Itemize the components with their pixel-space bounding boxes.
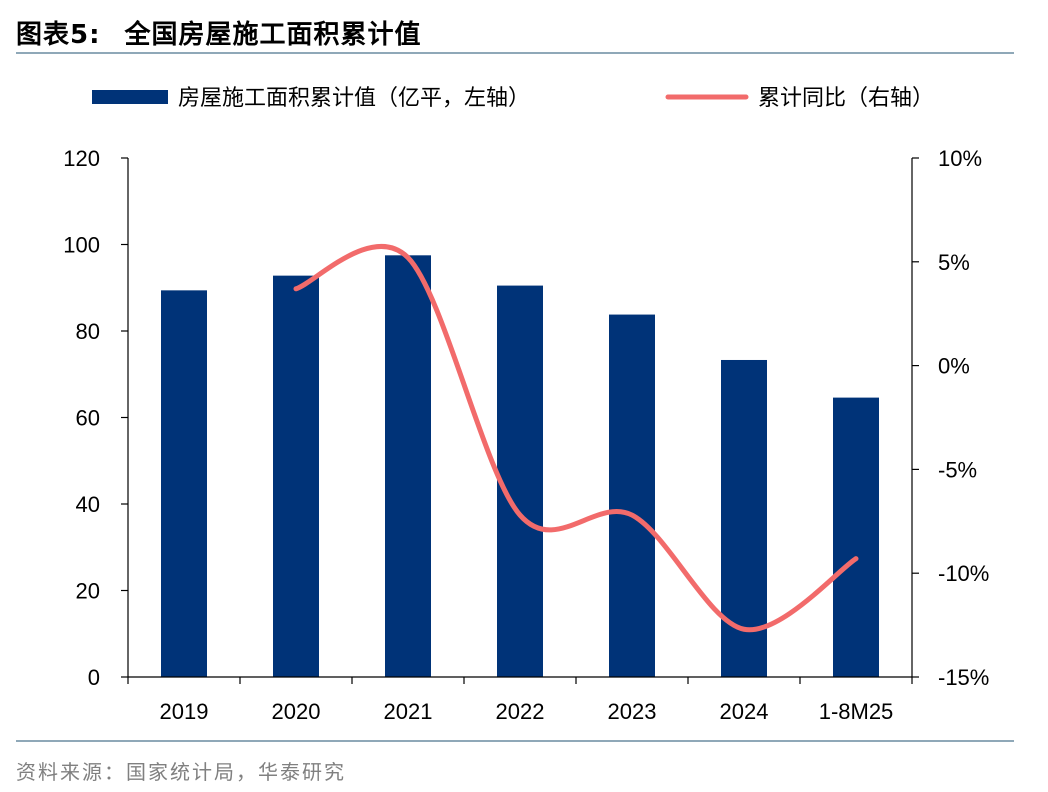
y-left-tick-label: 60 <box>76 406 100 431</box>
y-right-tick-label: -15% <box>938 665 989 690</box>
bottom-divider <box>16 740 1014 742</box>
bar-2022 <box>497 285 543 677</box>
figure-title: 图表5: 全国房屋施工面积累计值 <box>16 14 422 51</box>
top-divider <box>16 52 1014 54</box>
bar-1-8M25 <box>833 397 879 677</box>
legend-bar-swatch <box>92 90 168 104</box>
y-left-tick-label: 120 <box>63 146 100 171</box>
source-note: 资料来源：国家统计局，华泰研究 <box>16 760 346 784</box>
y-right-tick-label: 10% <box>938 146 982 171</box>
legend-line-label: 累计同比（右轴） <box>758 86 934 111</box>
x-tick-label: 2023 <box>608 699 657 724</box>
y-left-tick-label: 100 <box>63 233 100 258</box>
bar-2021 <box>385 255 431 677</box>
x-tick-label: 2022 <box>496 699 545 724</box>
bar-2019 <box>161 290 207 677</box>
legend-bar-label: 房屋施工面积累计值（亿平，左轴） <box>178 86 530 111</box>
figure-title-text: 全国房屋施工面积累计值 <box>124 20 422 50</box>
y-right-tick-label: -10% <box>938 561 989 586</box>
figure-title-prefix: 图表5: <box>16 20 101 50</box>
x-tick-label: 2019 <box>160 699 209 724</box>
yoy-line <box>293 243 859 633</box>
bar-2023 <box>609 314 655 677</box>
x-tick-label: 2021 <box>384 699 433 724</box>
x-tick-label: 2020 <box>272 699 321 724</box>
x-tick-label: 2024 <box>720 699 769 724</box>
x-tick-label: 1-8M25 <box>819 699 894 724</box>
y-left-tick-label: 0 <box>88 665 100 690</box>
bar-2020 <box>273 275 319 677</box>
y-left-tick-label: 80 <box>76 319 100 344</box>
y-right-tick-label: 5% <box>938 250 970 275</box>
y-left-tick-label: 40 <box>76 492 100 517</box>
y-right-tick-label: 0% <box>938 354 970 379</box>
y-left-tick-label: 20 <box>76 579 100 604</box>
y-right-tick-label: -5% <box>938 457 977 482</box>
